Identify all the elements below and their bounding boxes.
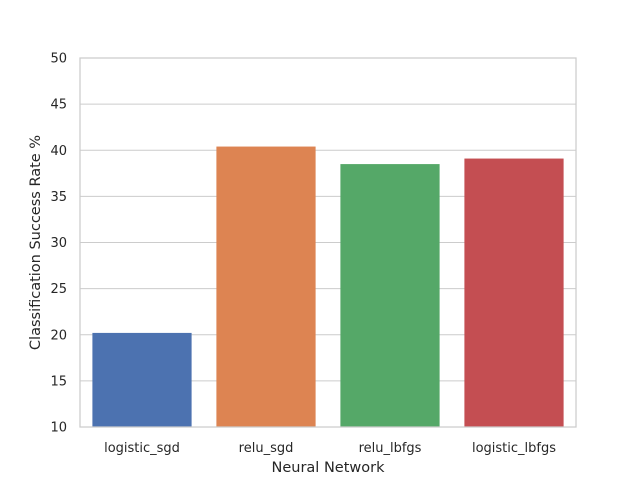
bar-relu-lbfgs — [340, 164, 440, 427]
bar-logistic-sgd — [92, 332, 192, 427]
plot-frame — [79, 57, 577, 428]
y-tick-label: 15 — [50, 374, 67, 389]
y-tick-label: 50 — [50, 52, 67, 67]
bar-logistic-lbfgs — [464, 158, 564, 428]
y-tick-label: 30 — [50, 236, 67, 251]
x-tick-labels: logistic_sgd relu_sgd relu_lbfgs logistic_l… — [104, 441, 556, 456]
x-axis-label: Neural Network — [272, 460, 386, 476]
x-tick-label: relu_sgd — [239, 441, 294, 456]
y-axis-label: Classification Success Rate % — [28, 135, 44, 350]
y-tick-label: 40 — [50, 144, 67, 159]
y-tick-label: 10 — [50, 421, 67, 436]
y-tick-label: 45 — [50, 98, 67, 113]
y-tick-label: 20 — [50, 328, 67, 343]
bar-relu-sgd — [216, 146, 316, 427]
x-tick-label: relu_lbfgs — [359, 441, 422, 456]
y-tick-labels: 10 15 20 25 30 35 40 45 50 — [50, 52, 67, 436]
bars — [92, 146, 564, 428]
y-tick-label: 25 — [50, 282, 67, 297]
x-tick-label: logistic_lbfgs — [472, 441, 556, 456]
x-tick-label: logistic_sgd — [104, 441, 180, 456]
y-tick-label: 35 — [50, 190, 67, 205]
